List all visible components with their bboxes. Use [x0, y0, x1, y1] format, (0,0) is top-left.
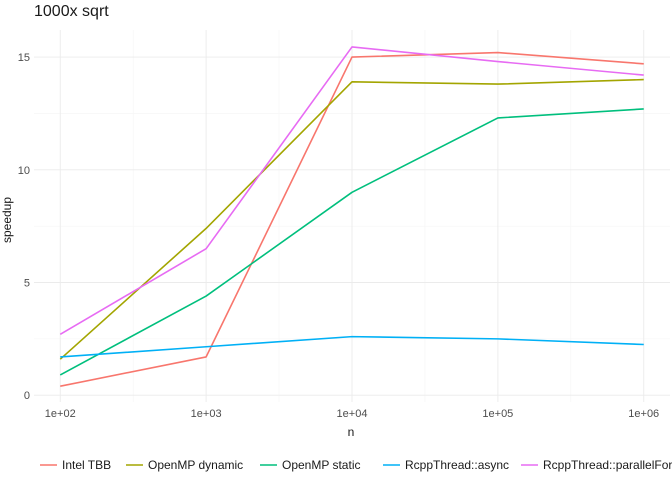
series-line-rcppthread-parallelfor [59, 46, 644, 336]
x-axis-ticks: 1e+02 1e+03 1e+04 1e+05 1e+06 [45, 408, 659, 420]
series-line-intel-tbb [60, 51, 644, 388]
series-line-openmp-static [59, 108, 644, 376]
series-line-rcppthread-async [60, 335, 644, 358]
y-tick-label: 5 [24, 278, 30, 290]
series-lines [59, 46, 644, 388]
y-tick-label: 10 [18, 165, 30, 177]
legend-label-intel-tbb: Intel TBB [62, 458, 111, 472]
legend-label-openmp-dynamic: OpenMP dynamic [148, 458, 243, 472]
chart-title: 1000x sqrt [34, 3, 109, 20]
grid-lines [34, 30, 670, 402]
x-tick-label: 1e+04 [337, 408, 368, 420]
legend-label-openmp-static: OpenMP static [282, 458, 360, 472]
legend-label-rcppthread-async: RcppThread::async [405, 458, 509, 472]
y-tick-label: 15 [18, 52, 30, 64]
x-axis-label: n [348, 425, 355, 439]
x-tick-label: 1e+03 [191, 408, 222, 420]
legend-label-rcppthread-parallelfor: RcppThread::parallelFor [543, 458, 672, 472]
y-axis-label: speedup [0, 197, 14, 243]
x-tick-label: 1e+02 [45, 408, 76, 420]
series-line-openmp-dynamic [59, 78, 644, 360]
legend: Intel TBB OpenMP dynamic OpenMP static Rcpp… [40, 458, 672, 472]
y-axis-ticks: 0 5 10 15 [18, 52, 30, 402]
x-tick-label: 1e+06 [628, 408, 659, 420]
y-tick-label: 0 [24, 390, 30, 402]
x-tick-label: 1e+05 [482, 408, 513, 420]
